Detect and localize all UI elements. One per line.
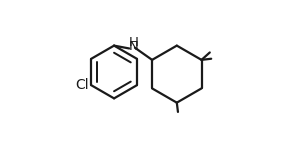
Text: H: H (129, 36, 139, 49)
Text: N: N (129, 40, 139, 53)
Text: Cl: Cl (75, 78, 89, 92)
